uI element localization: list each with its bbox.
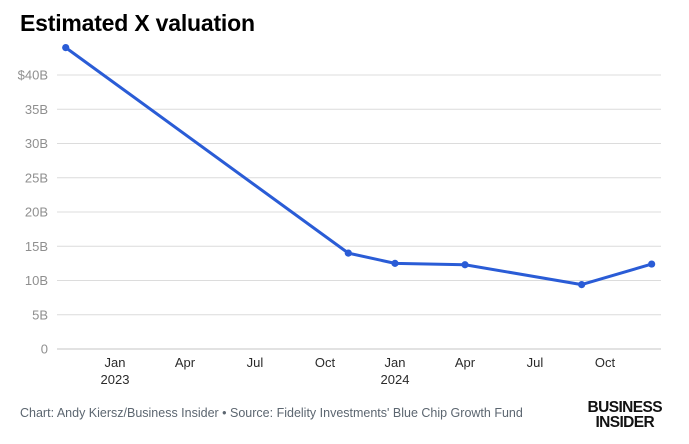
data-point [648,260,656,268]
y-tick-label: 30B [25,136,48,151]
business-insider-logo: BUSINESS INSIDER [587,399,663,431]
x-tick-label: Oct [595,355,616,370]
y-tick-label: 10B [25,273,48,288]
y-tick-label: 35B [25,102,48,117]
chart-title: Estimated X valuation [20,10,255,36]
data-point [391,259,399,267]
y-tick-label: 0 [41,342,48,357]
x-tick-label: Jan [385,355,406,370]
y-tick-label: 25B [25,170,48,185]
x-tick-label: Apr [175,355,196,370]
valuation-line [64,46,654,287]
logo-line-2: INSIDER [595,413,655,431]
chart-credit: Chart: Andy Kiersz/Business Insider • So… [20,406,523,420]
logo-line-1: BUSINESS [587,399,663,416]
x-tick-label: Apr [455,355,476,370]
x-tick-year-label: 2023 [101,372,130,387]
x-tick-year-label: 2024 [381,372,410,387]
y-tick-label: 20B [25,205,48,220]
data-point [344,249,352,257]
x-tick-label: Jul [527,355,544,370]
line-chart: $40B 35B 30B 25B 20B 15B 10B 5B 0 Jan 2023 Apr Jul Oc… [18,44,661,387]
x-tick-label: Jul [247,355,264,370]
y-tick-label: 15B [25,239,48,254]
x-tick-label: Jan [105,355,126,370]
data-point [578,281,586,289]
y-tick-label: 5B [32,307,48,322]
data-point [461,261,469,269]
y-tick-label: $40B [18,68,48,83]
x-tick-label: Oct [315,355,336,370]
data-point [62,44,70,52]
